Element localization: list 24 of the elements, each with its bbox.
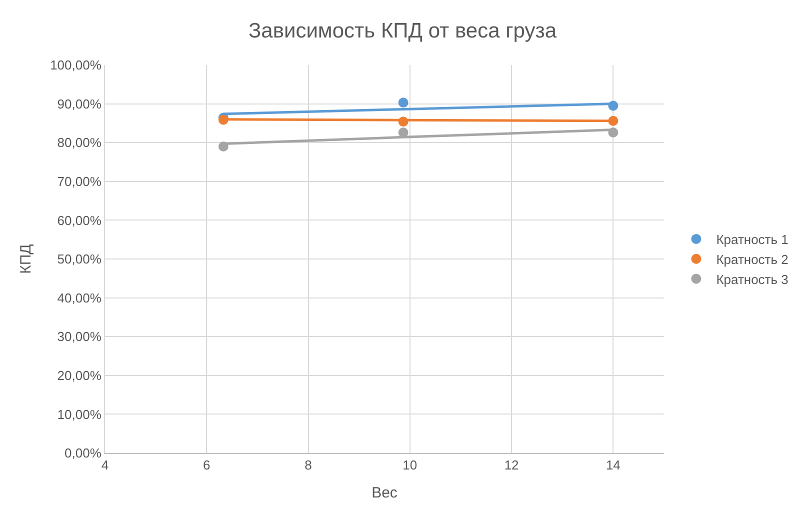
y-tick-label: 40,00% [57,290,102,306]
y-tick-label: 60,00% [57,212,102,228]
y-tick-label: 10,00% [57,406,102,422]
legend-label: Кратность 2 [716,252,788,267]
x-tick-label: 10 [402,458,418,473]
y-tick-label: 100,00% [50,58,102,73]
chart-title: Зависимость КПД от веса груза [248,20,557,43]
y-tick-label: 70,00% [57,174,102,189]
y-tick-label: 30,00% [57,329,102,344]
x-tick-label: 12 [504,458,519,473]
y-tick-label: 90,00% [57,96,102,112]
x-tick-label: 6 [203,458,210,473]
y-tick-label: 0,00% [64,446,102,461]
x-tick-label: 4 [101,458,109,473]
legend-label: Кратность 3 [716,272,788,287]
x-axis-title: Вес [372,484,398,502]
legend-label: Кратность 1 [716,232,788,248]
x-tick-label: 8 [304,458,312,473]
y-tick-label: 20,00% [57,368,102,383]
x-tick-label: 14 [606,458,620,473]
y-tick-label: 50,00% [57,252,102,267]
point [398,98,408,108]
y-tick-label: 80,00% [57,135,102,150]
y-axis-title: КПД [17,244,34,274]
